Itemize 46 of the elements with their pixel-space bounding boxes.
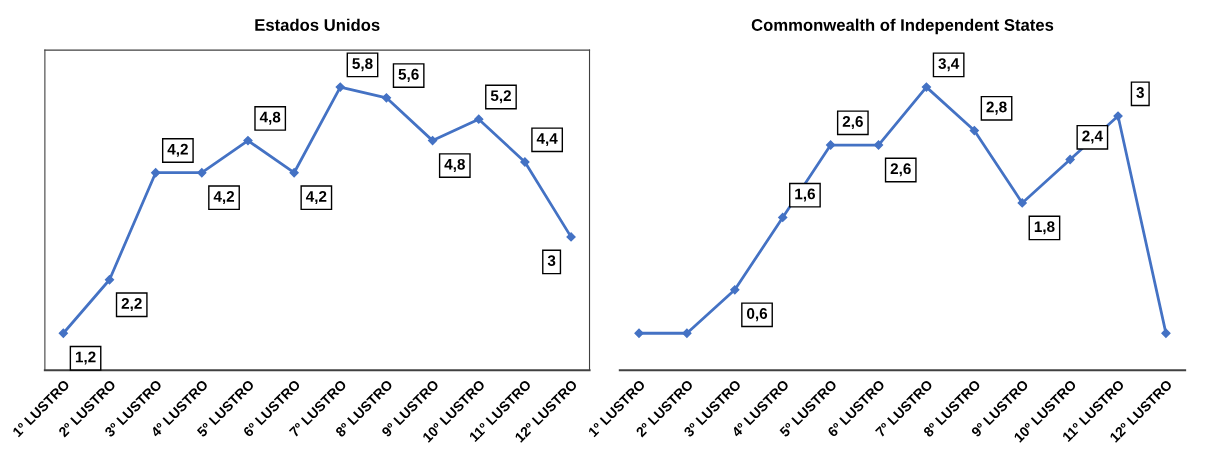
point	[730, 285, 740, 295]
data-label: 2,8	[986, 101, 1007, 115]
point	[921, 82, 932, 92]
data-label: 5,6	[398, 68, 419, 82]
data-label: 1,8	[1034, 221, 1055, 235]
point	[289, 168, 299, 178]
data-label: 4,2	[213, 191, 235, 205]
point	[1065, 154, 1075, 165]
data-label: 3,4	[938, 58, 960, 72]
point	[520, 157, 530, 167]
chart-title: Estados Unidos	[255, 18, 380, 31]
point	[634, 328, 644, 338]
chart-title: Commonwealth of Independent States	[751, 18, 1054, 35]
data-label: 4,8	[259, 111, 281, 125]
point	[427, 135, 438, 146]
data-label: 2,2	[121, 298, 142, 312]
data-label: 1,2	[75, 351, 96, 365]
data-label: 2,4	[1082, 130, 1103, 144]
point	[381, 93, 392, 103]
point	[1017, 198, 1027, 208]
point	[873, 140, 884, 150]
data-label: 1,6	[795, 188, 815, 202]
point	[335, 82, 345, 92]
point	[566, 232, 576, 242]
data-label: 4,2	[167, 143, 188, 157]
point	[58, 328, 68, 338]
data-label: 0,6	[747, 308, 768, 322]
point	[825, 140, 836, 150]
point	[243, 135, 253, 146]
point	[1161, 328, 1171, 338]
data-label: 5,8	[352, 58, 373, 72]
data-label: 4,4	[536, 133, 558, 147]
point	[474, 114, 484, 124]
data-label: 4,2	[305, 191, 327, 205]
data-label: 4,8	[444, 158, 465, 172]
data-label: 5,2	[490, 90, 511, 104]
data-label: 2,6	[842, 116, 863, 130]
point	[197, 168, 207, 178]
point	[969, 125, 979, 136]
data-label: 2,6	[890, 163, 911, 177]
point	[151, 168, 161, 178]
point	[778, 212, 788, 223]
data-label: 3	[1136, 87, 1144, 98]
point	[104, 275, 115, 285]
data-label: 3	[547, 255, 556, 267]
point	[682, 328, 692, 338]
